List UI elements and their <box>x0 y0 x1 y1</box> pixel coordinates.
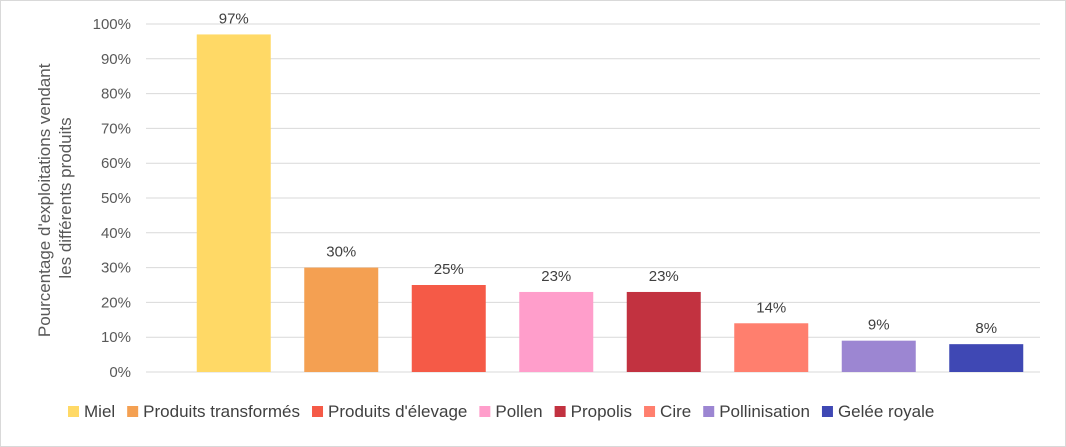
legend-swatch <box>703 406 715 417</box>
y-axis-ticks: 0% 10% 20% 30% 40% 50% 60% 70% 80% 90% 100% <box>93 16 131 381</box>
bar <box>519 291 594 372</box>
legend-label: Pollen <box>495 402 542 421</box>
data-label: 23% <box>541 268 571 285</box>
legend: Miel Produits transformés Produits d'éleva… <box>68 402 934 421</box>
bar <box>734 323 809 372</box>
bar <box>626 291 701 372</box>
y-tick-label: 0% <box>109 364 131 381</box>
legend-swatch <box>821 406 833 417</box>
y-tick-label: 30% <box>101 260 131 277</box>
legend-swatch <box>68 406 79 417</box>
legend-swatch <box>312 406 324 417</box>
data-label: 23% <box>649 268 679 285</box>
legend-swatch <box>479 406 491 417</box>
legend-swatch <box>554 406 566 417</box>
legend-label: Propolis <box>571 402 632 421</box>
data-label: 97% <box>219 10 249 27</box>
data-label: 9% <box>868 317 890 334</box>
y-axis-label-line-2: les différents produits <box>56 117 75 278</box>
y-tick-label: 40% <box>101 225 131 242</box>
y-tick-label: 20% <box>101 294 131 311</box>
y-tick-label: 100% <box>93 16 131 33</box>
y-tick-label: 10% <box>101 329 131 346</box>
data-labels: 97% 30% 25% 23% 23% 14% 9% 8% <box>219 10 997 337</box>
legend-label: Produits d'élevage <box>328 402 467 421</box>
bars <box>196 34 1024 372</box>
legend-label: Gelée royale <box>838 402 934 421</box>
data-label: 25% <box>434 261 464 278</box>
bar <box>841 340 916 372</box>
y-tick-label: 70% <box>101 120 131 137</box>
bar <box>196 34 271 372</box>
data-label: 8% <box>975 320 997 337</box>
y-axis-label: Pourcentage d'exploitations vendant les … <box>35 59 75 337</box>
y-tick-label: 90% <box>101 51 131 68</box>
y-tick-label: 60% <box>101 155 131 172</box>
y-tick-label: 80% <box>101 86 131 103</box>
bar <box>304 267 379 372</box>
legend-label: Cire <box>660 402 691 421</box>
legend-swatch <box>127 406 139 417</box>
legend-label: Produits transformés <box>143 402 300 421</box>
legend-label: Miel <box>84 402 115 421</box>
legend-swatch <box>644 406 656 417</box>
data-label: 14% <box>756 299 786 316</box>
data-label: 30% <box>326 244 356 261</box>
y-axis-label-line-1: Pourcentage d'exploitations vendant <box>35 63 54 337</box>
bar <box>411 285 486 372</box>
y-tick-label: 50% <box>101 190 131 207</box>
bar <box>949 344 1024 372</box>
legend-label: Pollinisation <box>719 402 810 421</box>
